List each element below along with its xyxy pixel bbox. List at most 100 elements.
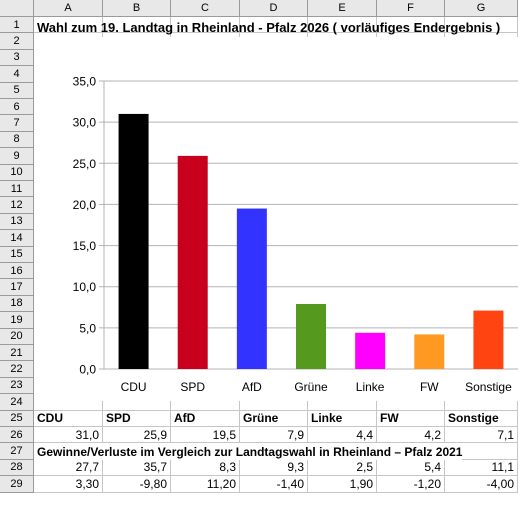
row-header-23[interactable]: 23 [0, 377, 34, 395]
y-tick-label: 35,0 [73, 75, 97, 89]
row-header-17[interactable]: 17 [0, 279, 34, 296]
cell-g29[interactable]: -4,00 [445, 476, 518, 493]
row-header-25[interactable]: 25 [0, 410, 34, 427]
y-tick-label: 30,0 [73, 116, 97, 130]
cell-e26[interactable]: 4,4 [308, 427, 377, 444]
cell-e25[interactable]: Linke [308, 410, 377, 427]
cell-f28[interactable]: 5,4 [377, 459, 445, 477]
cell-b29[interactable]: -9,80 [103, 476, 171, 493]
y-tick-label: 20,0 [73, 198, 97, 212]
cell-a26[interactable]: 31,0 [34, 427, 103, 444]
cell-g25[interactable]: Sonstige [445, 410, 518, 427]
cell-f29[interactable]: -1,20 [377, 476, 445, 493]
cell-d29[interactable]: -1,40 [240, 476, 308, 493]
cell-d26[interactable]: 7,9 [240, 427, 308, 444]
x-tick-label: FW [420, 380, 439, 394]
y-tick-label: 25,0 [73, 157, 97, 171]
sheet-title: Wahl zum 19. Landtag in Rheinland - Pfal… [37, 20, 501, 35]
cell-c1[interactable] [171, 17, 240, 34]
row-header-10[interactable]: 10 [0, 164, 34, 181]
cell-c28[interactable]: 8,3 [171, 459, 240, 477]
column-header-e[interactable]: E [308, 0, 377, 17]
bar-grüne[interactable] [296, 303, 326, 369]
cell-b1[interactable] [103, 17, 171, 34]
cell-e24[interactable] [308, 394, 377, 411]
cell-a28[interactable]: 27,7 [34, 459, 103, 477]
chart-area [34, 37, 518, 401]
bar-afd[interactable] [236, 208, 267, 369]
cell-b24[interactable] [103, 394, 171, 411]
column-header-g[interactable]: G [445, 0, 518, 17]
column-header-b[interactable]: B [103, 0, 171, 17]
bar-fw[interactable] [414, 334, 445, 369]
row-header-22[interactable]: 22 [0, 361, 34, 378]
cell-f1[interactable] [377, 17, 445, 34]
cell-c29[interactable]: 11,20 [171, 476, 240, 493]
cell-d28[interactable]: 9,3 [240, 459, 308, 477]
x-tick-label: SPD [180, 380, 205, 394]
row-header-11[interactable]: 11 [0, 181, 34, 198]
x-tick-label: CDU [121, 380, 147, 394]
row-header-6[interactable]: 6 [0, 99, 34, 116]
row-header-18[interactable]: 18 [0, 295, 34, 313]
cell-a29[interactable]: 3,30 [34, 476, 103, 493]
cell-g26[interactable]: 7,1 [445, 427, 518, 444]
cell-d25[interactable]: Grüne [240, 410, 308, 427]
row-header-24[interactable]: 24 [0, 394, 34, 411]
column-header-d[interactable]: D [240, 0, 308, 17]
cell-b28[interactable]: 35,7 [103, 459, 171, 477]
row-header-3[interactable]: 3 [0, 49, 34, 67]
row-header-2[interactable]: 2 [0, 33, 34, 50]
column-header-a[interactable]: A [34, 0, 103, 17]
x-tick-label: Grüne [294, 380, 328, 394]
row-header-27[interactable]: 27 [0, 443, 34, 460]
cell-e29[interactable]: 1,90 [308, 476, 377, 493]
bar-cdu[interactable] [118, 113, 149, 370]
cell-c24[interactable] [171, 394, 240, 411]
row-header-4[interactable]: 4 [0, 66, 34, 83]
cell-f25[interactable]: FW [377, 410, 445, 427]
column-header-c[interactable]: C [171, 0, 240, 17]
row-header-20[interactable]: 20 [0, 328, 34, 345]
row-header-1[interactable]: 1 [0, 17, 34, 34]
cell-g28[interactable]: 11,1 [445, 459, 518, 477]
select-all-corner[interactable] [0, 0, 34, 17]
row-header-12[interactable]: 12 [0, 197, 34, 214]
cell-f24[interactable] [377, 394, 445, 411]
y-tick-label: 0,0 [79, 363, 96, 377]
cell-e1[interactable] [308, 17, 377, 34]
x-tick-label: AfD [242, 380, 262, 394]
row-header-21[interactable]: 21 [0, 345, 34, 362]
cell-a24[interactable] [34, 394, 103, 411]
row-header-14[interactable]: 14 [0, 230, 34, 247]
bar-chart[interactable]: 0,0 5,0 10,0 15,0 20,0 25,0 30,0 35,0 CDU SPD AfD G… [34, 37, 518, 401]
cell-a1[interactable] [34, 17, 103, 34]
cell-e28[interactable]: 2,5 [308, 459, 377, 477]
row-header-16[interactable]: 16 [0, 263, 34, 280]
gains-losses-heading: Gewinne/Verluste im Vergleich zur Landta… [34, 443, 463, 460]
row-header-9[interactable]: 9 [0, 148, 34, 165]
x-tick-label: Linke [356, 380, 385, 394]
row-header-7[interactable]: 7 [0, 115, 34, 132]
column-header-f[interactable]: F [377, 0, 445, 17]
row-header-15[interactable]: 15 [0, 246, 34, 263]
row-header-19[interactable]: 19 [0, 312, 34, 329]
cell-b26[interactable]: 25,9 [103, 427, 171, 444]
cell-b25[interactable]: SPD [103, 410, 171, 427]
row-header-28[interactable]: 28 [0, 459, 34, 477]
row-header-8[interactable]: 8 [0, 131, 34, 149]
bar-sonstige[interactable] [473, 310, 504, 369]
row-header-5[interactable]: 5 [0, 82, 34, 99]
row-header-29[interactable]: 29 [0, 476, 34, 493]
cell-c25[interactable]: AfD [171, 410, 240, 427]
cell-d24[interactable] [240, 394, 308, 411]
cell-a25[interactable]: CDU [34, 410, 103, 427]
bar-spd[interactable] [177, 155, 208, 369]
cell-f26[interactable]: 4,2 [377, 427, 445, 444]
cell-d1[interactable] [240, 17, 308, 34]
cell-c26[interactable]: 19,5 [171, 427, 240, 444]
row-header-13[interactable]: 13 [0, 213, 34, 231]
bar-linke[interactable] [355, 332, 386, 369]
row-header-26[interactable]: 26 [0, 427, 34, 444]
y-tick-label: 15,0 [73, 239, 97, 253]
